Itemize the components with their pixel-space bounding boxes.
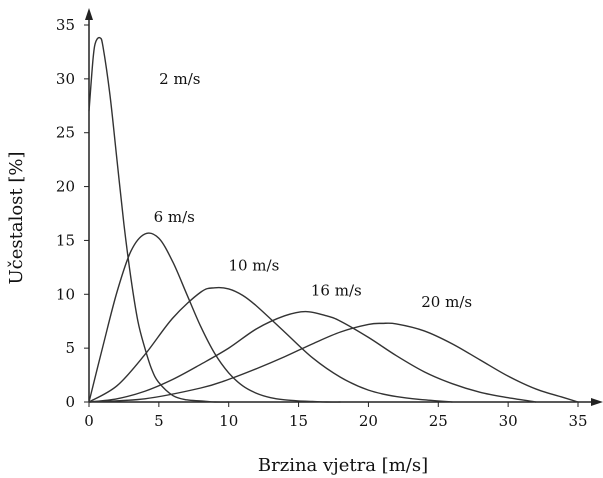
y-tick-label: 25	[56, 124, 75, 142]
curve-label-6-m-s: 6 m/s	[154, 208, 195, 226]
y-axis-title: Učestalost [%]	[6, 151, 27, 284]
x-axis-title: Brzina vjetra [m/s]	[258, 455, 428, 476]
y-tick-label: 30	[56, 70, 75, 88]
y-tick-label: 15	[56, 231, 75, 249]
axes	[85, 8, 603, 406]
curve-20-m-s	[88, 322, 579, 403]
curve-label-16-m-s: 16 m/s	[311, 281, 362, 299]
curve-2-m-s	[88, 36, 229, 403]
x-tick-label: 15	[289, 412, 308, 430]
x-tick-label: 25	[429, 412, 448, 430]
x-tick-label: 20	[359, 412, 378, 430]
y-tick-label: 10	[56, 285, 75, 303]
x-tick-label: 30	[499, 412, 518, 430]
curve-label-20-m-s: 20 m/s	[421, 293, 472, 311]
x-tick-label: 35	[568, 412, 587, 430]
ticks: 0 5 10 15 20 25 30 35 0 5 10 15 20 25 30 35	[56, 16, 588, 430]
curve-label-10-m-s: 10 m/s	[228, 257, 279, 275]
curve-label-2-m-s: 2 m/s	[159, 70, 200, 88]
curve-labels: 2 m/s 6 m/s 10 m/s 16 m/s 20 m/s	[154, 70, 473, 311]
curve-10-m-s	[88, 286, 453, 403]
y-tick-label: 0	[65, 393, 75, 411]
y-tick-label: 5	[65, 339, 75, 357]
curve-16-m-s	[88, 310, 537, 403]
y-tick-label: 20	[56, 178, 75, 196]
x-tick-label: 5	[154, 412, 164, 430]
y-axis-arrow	[85, 8, 93, 20]
y-tick-label: 35	[56, 16, 75, 34]
x-tick-label: 10	[219, 412, 238, 430]
curve-6-m-s	[88, 232, 341, 403]
x-tick-label: 0	[84, 412, 94, 430]
curves	[88, 36, 579, 403]
x-axis-arrow	[591, 398, 603, 406]
